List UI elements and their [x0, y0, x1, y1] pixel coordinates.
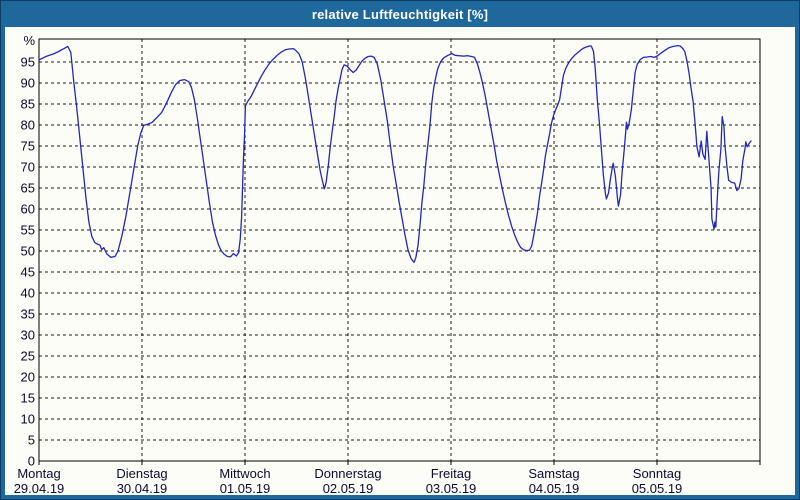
- y-axis-tick-label: 70: [21, 160, 35, 175]
- x-axis-date-label: 05.05.19: [632, 481, 683, 495]
- x-axis-day-label: Montag: [17, 466, 60, 481]
- humidity-line: [38, 44, 752, 263]
- y-axis-tick-label: 30: [21, 328, 35, 343]
- window-titlebar[interactable]: relative Luftfeuchtigkeit [%]: [2, 2, 798, 26]
- y-axis-tick-label: 35: [21, 307, 35, 322]
- x-axis-date-label: 01.05.19: [220, 481, 271, 495]
- y-axis-tick-label: 95: [21, 55, 35, 70]
- y-axis-tick-label: 60: [21, 202, 35, 217]
- x-axis-day-label: Mittwoch: [219, 466, 270, 481]
- y-axis-tick-label: 40: [21, 286, 35, 301]
- y-axis-tick-label: 90: [21, 76, 35, 91]
- x-axis-date-label: 02.05.19: [323, 481, 374, 495]
- humidity-chart: 0 5 10 15 20 25 30 35 40 45 50 55 60 65 70 75 80 85 90 95% M…: [14, 33, 761, 495]
- x-axis-day-label: Dienstag: [116, 466, 167, 481]
- x-axis-day-label: Sonntag: [633, 466, 681, 481]
- y-axis-tick-label: 65: [21, 181, 35, 196]
- x-axis-date-label: 30.04.19: [117, 481, 168, 495]
- x-axis-date-label: 04.05.19: [529, 481, 580, 495]
- y-axis-tick-label: 20: [21, 370, 35, 385]
- x-axis-date-label: 29.04.19: [14, 481, 65, 495]
- y-axis-unit-label: %: [23, 33, 35, 48]
- y-axis-tick-label: 85: [21, 97, 35, 112]
- y-axis-tick-label: 80: [21, 118, 35, 133]
- y-axis-tick-label: 25: [21, 349, 35, 364]
- y-axis-tick-label: 15: [21, 391, 35, 406]
- y-axis-tick-label: 55: [21, 223, 35, 238]
- plot-frame: [38, 38, 761, 462]
- y-axis-tick-label: 45: [21, 265, 35, 280]
- y-axis-tick-label: 0: [28, 454, 35, 469]
- x-axis-day-label: Samstag: [528, 466, 579, 481]
- y-axis-tick-label: 75: [21, 139, 35, 154]
- y-axis-tick-label: 10: [21, 412, 35, 427]
- x-axis-day-label: Donnerstag: [314, 466, 381, 481]
- window-title: relative Luftfeuchtigkeit [%]: [311, 6, 489, 22]
- y-axis-tick-label: 5: [28, 433, 35, 448]
- y-axis-tick-label: 50: [21, 244, 35, 259]
- x-axis-day-label: Freitag: [431, 466, 471, 481]
- x-axis-date-label: 03.05.19: [426, 481, 477, 495]
- chart-area: 0 5 10 15 20 25 30 35 40 45 50 55 60 65 70 75 80 85 90 95% M…: [5, 27, 795, 495]
